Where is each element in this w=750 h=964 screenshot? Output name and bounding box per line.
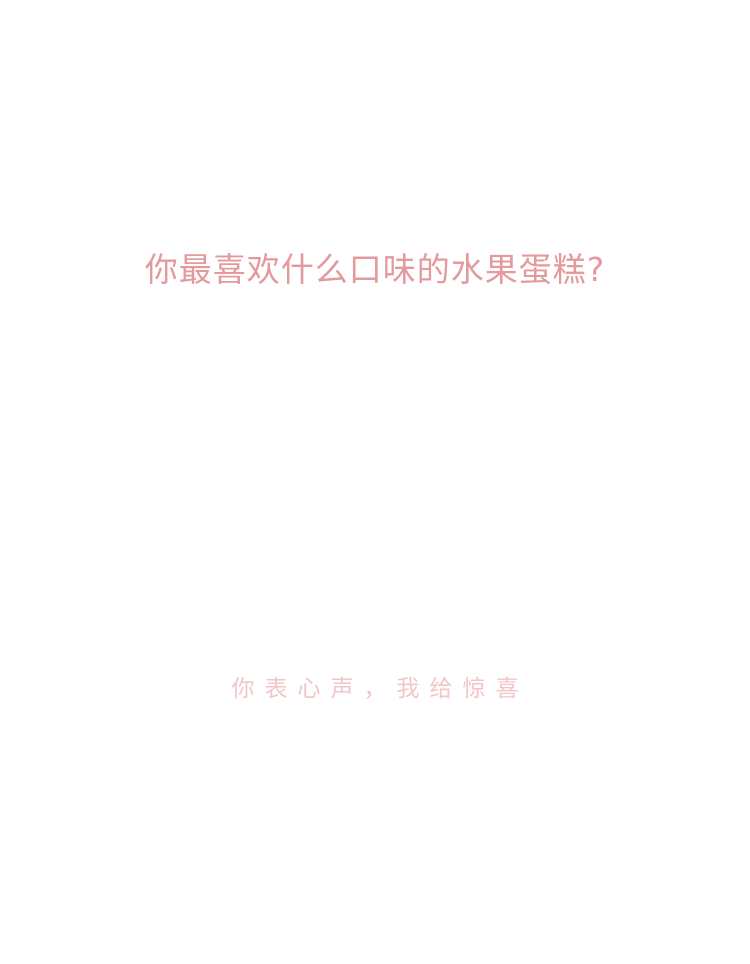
question-headline: 你最喜欢什么口味的水果蛋糕? [144,250,606,289]
tagline-text: 你表心声，我给惊喜 [231,676,529,702]
